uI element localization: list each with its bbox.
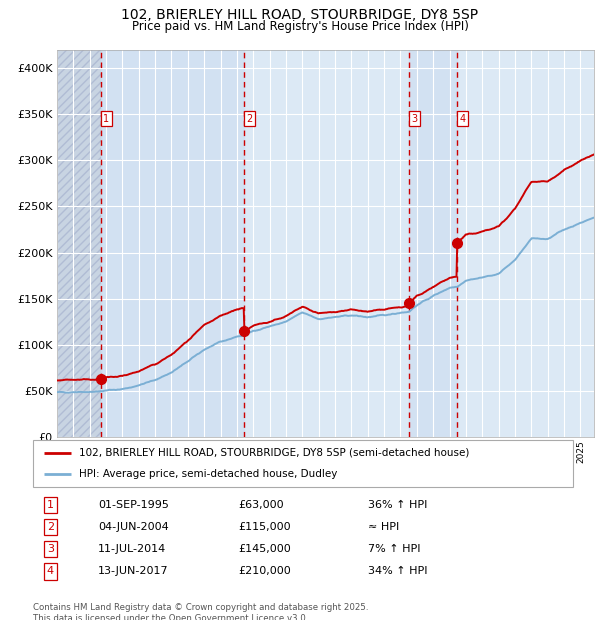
FancyBboxPatch shape <box>33 440 573 487</box>
Text: £210,000: £210,000 <box>238 567 291 577</box>
Text: HPI: Average price, semi-detached house, Dudley: HPI: Average price, semi-detached house,… <box>79 469 337 479</box>
Text: £63,000: £63,000 <box>238 500 284 510</box>
Text: 4: 4 <box>460 114 466 124</box>
Text: This data is licensed under the Open Government Licence v3.0.: This data is licensed under the Open Gov… <box>33 614 308 620</box>
Text: ≈ HPI: ≈ HPI <box>368 522 399 533</box>
Text: 1: 1 <box>47 500 54 510</box>
Text: 3: 3 <box>412 114 418 124</box>
Text: 102, BRIERLEY HILL ROAD, STOURBRIDGE, DY8 5SP: 102, BRIERLEY HILL ROAD, STOURBRIDGE, DY… <box>121 8 479 22</box>
Text: 1: 1 <box>103 114 109 124</box>
Text: 3: 3 <box>47 544 54 554</box>
Text: 04-JUN-2004: 04-JUN-2004 <box>98 522 169 533</box>
Bar <box>409 50 457 437</box>
Text: Contains HM Land Registry data © Crown copyright and database right 2025.: Contains HM Land Registry data © Crown c… <box>33 603 368 612</box>
Text: 36% ↑ HPI: 36% ↑ HPI <box>368 500 427 510</box>
Text: £145,000: £145,000 <box>238 544 291 554</box>
Text: 01-SEP-1995: 01-SEP-1995 <box>98 500 169 510</box>
Text: 7% ↑ HPI: 7% ↑ HPI <box>368 544 420 554</box>
Text: 2: 2 <box>47 522 54 533</box>
Text: 34% ↑ HPI: 34% ↑ HPI <box>368 567 427 577</box>
Text: 102, BRIERLEY HILL ROAD, STOURBRIDGE, DY8 5SP (semi-detached house): 102, BRIERLEY HILL ROAD, STOURBRIDGE, DY… <box>79 448 469 458</box>
Text: 4: 4 <box>47 567 54 577</box>
Text: £115,000: £115,000 <box>238 522 291 533</box>
Bar <box>57 50 101 437</box>
Bar <box>57 50 101 437</box>
Text: 11-JUL-2014: 11-JUL-2014 <box>98 544 166 554</box>
Text: 2: 2 <box>246 114 253 124</box>
Text: Price paid vs. HM Land Registry's House Price Index (HPI): Price paid vs. HM Land Registry's House … <box>131 20 469 33</box>
Text: 13-JUN-2017: 13-JUN-2017 <box>98 567 169 577</box>
Bar <box>101 50 244 437</box>
